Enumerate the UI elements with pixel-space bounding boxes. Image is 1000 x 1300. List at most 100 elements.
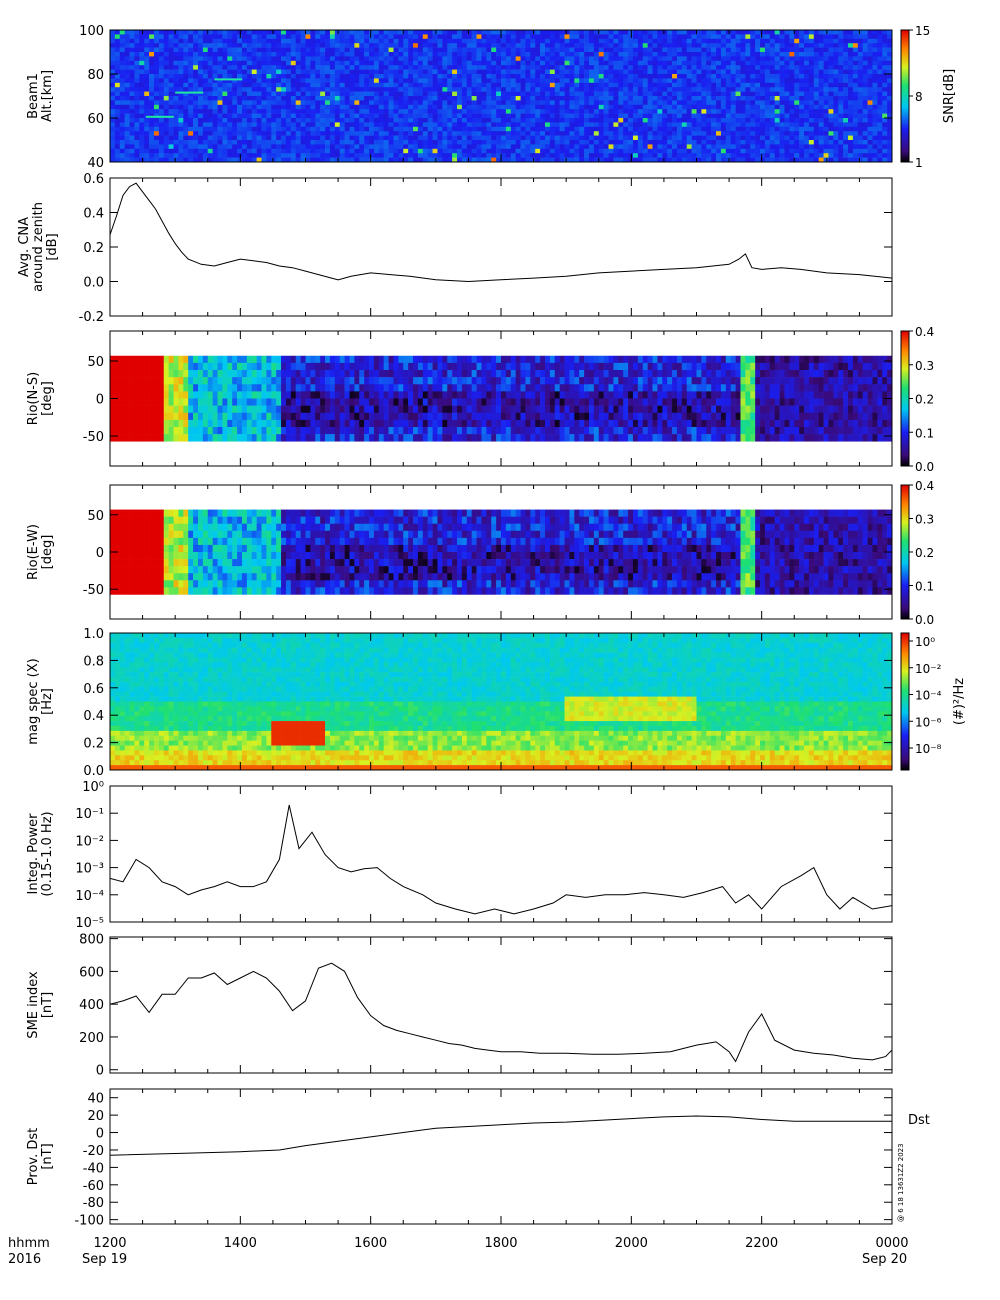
heatmap-cell	[501, 91, 507, 97]
heatmap-cell	[804, 122, 810, 128]
heatmap-cell	[246, 148, 253, 154]
heatmap-cell	[686, 91, 692, 97]
heatmap-cell	[442, 135, 448, 141]
heatmap-cell	[481, 38, 487, 44]
heatmap-cell	[515, 100, 521, 106]
heatmap-cell	[618, 104, 624, 110]
heatmap-cell	[882, 157, 888, 163]
heatmap-cell	[593, 157, 600, 163]
heatmap-cell	[114, 419, 121, 428]
heatmap-cell	[427, 30, 433, 35]
heatmap-cell	[144, 52, 150, 57]
heatmap-cell	[750, 118, 756, 123]
heatmap-cell	[432, 60, 438, 66]
heatmap-cell	[378, 118, 384, 123]
heatmap-cell	[735, 100, 741, 106]
heatmap-cell	[110, 419, 116, 428]
heatmap-cell	[637, 56, 644, 62]
heatmap-cell	[232, 82, 238, 88]
heatmap-cell	[447, 118, 453, 123]
heatmap-cell	[139, 87, 145, 92]
heatmap-cell	[823, 87, 829, 92]
heatmap-cell	[603, 148, 609, 154]
heatmap-cell	[217, 104, 223, 110]
heatmap-cell	[217, 135, 223, 141]
heatmap-cell	[129, 157, 135, 163]
heatmap-cell	[564, 104, 570, 110]
heatmap-cell	[232, 122, 238, 128]
heatmap-cell	[808, 65, 815, 70]
heatmap-cell	[603, 69, 609, 75]
heatmap-cell	[676, 34, 683, 40]
heatmap-cell	[212, 122, 218, 128]
heatmap-cell	[701, 65, 707, 70]
heatmap-cell	[667, 43, 673, 48]
heatmap-cell	[305, 47, 311, 53]
heatmap-cell	[212, 135, 218, 141]
heatmap-cell	[774, 131, 780, 136]
heatmap-cell	[329, 135, 336, 141]
heatmap-cell	[862, 100, 868, 106]
heatmap-cell	[129, 122, 135, 128]
heatmap-cell	[413, 43, 419, 48]
heatmap-cell	[173, 122, 179, 128]
heatmap-cell	[584, 118, 590, 123]
heatmap-cell	[349, 56, 355, 62]
heatmap-cell	[114, 391, 121, 399]
heatmap-cell	[838, 47, 844, 53]
heatmap-cell	[760, 43, 766, 48]
heatmap-cell	[398, 82, 404, 88]
heatmap-cell	[691, 113, 697, 119]
heatmap-cell	[114, 100, 121, 106]
heatmap-cell	[369, 148, 375, 154]
heatmap-cell	[246, 30, 253, 35]
heatmap-cell	[735, 144, 741, 150]
heatmap-cell	[486, 109, 492, 114]
heatmap-cell	[325, 91, 331, 97]
heatmap-cell	[769, 153, 775, 158]
heatmap-cell	[779, 157, 785, 163]
heatmap-cell	[623, 38, 629, 44]
heatmap-cell	[657, 52, 663, 57]
heatmap-cell	[486, 38, 492, 44]
heatmap-cell	[466, 56, 472, 62]
heatmap-cell	[725, 43, 732, 48]
heatmap-cell	[251, 87, 257, 92]
heatmap-cell	[618, 87, 624, 92]
heatmap-cell	[188, 56, 194, 62]
heatmap-cell	[144, 43, 150, 48]
heatmap-cell	[828, 34, 834, 40]
heatmap-cell	[388, 82, 394, 88]
heatmap-cell	[882, 74, 888, 79]
heatmap-cell	[178, 153, 184, 158]
heatmap-cell	[745, 153, 751, 158]
heatmap-cell	[804, 43, 810, 48]
heatmap-cell	[769, 65, 775, 70]
heatmap-cell	[696, 96, 702, 101]
heatmap-cell	[554, 56, 560, 62]
heatmap-cell	[887, 104, 893, 110]
heatmap-cell	[452, 157, 458, 163]
heatmap-cell	[588, 104, 595, 110]
heatmap-cell	[173, 38, 179, 44]
heatmap-cell	[667, 100, 673, 106]
heatmap-cell	[872, 87, 878, 92]
heatmap-cell	[848, 131, 854, 136]
heatmap-cell	[574, 135, 580, 141]
heatmap-cell	[300, 82, 306, 88]
heatmap-cell	[403, 74, 409, 79]
heatmap-cell	[349, 47, 355, 53]
heatmap-cell	[784, 122, 790, 128]
heatmap-cell	[417, 60, 424, 66]
heatmap-cell	[882, 122, 888, 128]
heatmap-cell	[676, 148, 683, 154]
heatmap-cell	[716, 47, 722, 53]
heatmap-cell	[662, 87, 668, 92]
heatmap-cell	[877, 153, 883, 158]
heatmap-cell	[574, 122, 580, 128]
heatmap-cell	[608, 113, 614, 119]
heatmap-cell	[755, 91, 761, 97]
heatmap-cell	[857, 69, 863, 75]
heatmap-cell	[882, 131, 888, 136]
heatmap-cell	[266, 153, 272, 158]
